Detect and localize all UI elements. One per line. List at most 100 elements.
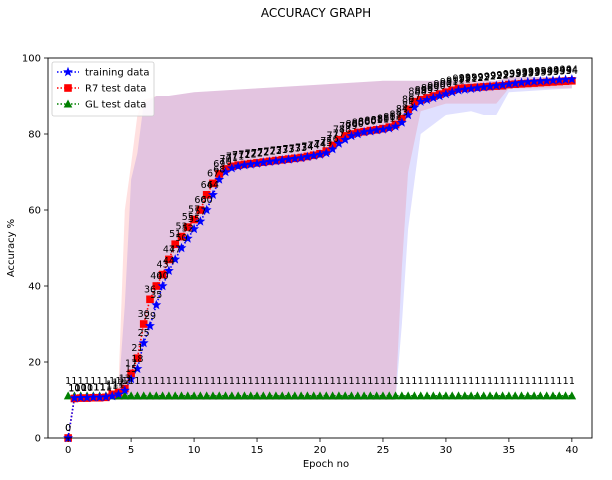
data-label-training-data: 94 <box>547 65 559 76</box>
data-label-r7-test-data: 71 <box>232 150 244 161</box>
data-label-gl-test-data: 1 <box>424 376 430 387</box>
data-label-training-data: 72 <box>257 148 269 159</box>
band-r7-test-data <box>68 77 572 438</box>
data-label-r7-test-data: 92 <box>459 73 471 84</box>
data-label-r7-test-data: 90 <box>434 79 446 90</box>
data-label-r7-test-data: 74 <box>301 141 313 152</box>
data-label-gl-test-data: 1 <box>229 376 235 387</box>
legend-label-r7-test-data: R7 test data <box>85 84 146 95</box>
data-label-training-data: 71 <box>226 153 238 164</box>
data-label-r7-test-data: 92 <box>452 73 464 84</box>
point-training-data <box>283 154 294 164</box>
data-label-training-data: 11 <box>87 382 99 393</box>
y-tick-label: 80 <box>28 130 41 141</box>
data-label-r7-test-data: 30 <box>138 309 150 320</box>
data-label-training-data: 57 <box>194 206 206 217</box>
point-training-data <box>497 79 508 90</box>
data-label-r7-test-data: 72 <box>245 149 257 160</box>
y-tick-label: 0 <box>35 434 41 445</box>
data-label-r7-test-data: 51 <box>169 229 181 240</box>
data-label-r7-test-data: 80 <box>364 116 376 127</box>
point-gl-test-data <box>353 391 363 400</box>
point-training-data <box>315 149 325 159</box>
x-tick-label: 40 <box>565 445 578 456</box>
data-label-training-data: 87 <box>408 92 420 103</box>
point-gl-test-data <box>378 391 388 400</box>
data-label-training-data: 35 <box>150 290 162 301</box>
data-label-training-data: 64 <box>207 180 219 191</box>
data-label-r7-test-data: 53 <box>175 222 187 233</box>
point-r7-test-data <box>146 295 154 304</box>
data-label-training-data: 93 <box>503 69 515 80</box>
point-gl-test-data <box>252 391 262 400</box>
point-gl-test-data <box>403 391 413 400</box>
data-label-r7-test-data: 93 <box>509 69 521 80</box>
data-label-gl-test-data: 1 <box>273 376 279 387</box>
point-gl-test-data <box>233 391 243 400</box>
point-gl-test-data <box>196 391 205 400</box>
data-label-gl-test-data: 1 <box>556 376 562 387</box>
point-training-data <box>189 223 199 234</box>
point-training-data <box>529 76 539 86</box>
point-training-data <box>176 242 187 253</box>
data-label-r7-test-data: 73 <box>282 144 294 155</box>
point-gl-test-data <box>271 391 281 400</box>
data-label-gl-test-data: 1 <box>292 376 298 387</box>
point-r7-test-data <box>410 97 419 106</box>
data-label-training-data: 25 <box>138 328 150 339</box>
point-gl-test-data <box>328 391 337 400</box>
point-training-data <box>459 84 470 94</box>
point-training-data <box>541 75 552 85</box>
point-training-data <box>119 385 130 395</box>
point-training-data <box>201 204 212 215</box>
data-label-training-data: 72 <box>264 147 276 158</box>
data-label-r7-test-data: 81 <box>371 115 383 126</box>
point-training-data <box>510 78 521 88</box>
data-label-r7-test-data: 72 <box>257 147 269 158</box>
y-tick-label: 20 <box>28 358 41 369</box>
data-label-training-data: 29 <box>144 311 156 322</box>
chart-title: ACCURACY GRAPH <box>261 6 371 20</box>
data-label-r7-test-data: 73 <box>270 146 282 157</box>
data-label-training-data: 94 <box>541 66 553 77</box>
data-label-gl-test-data: 1 <box>506 376 512 387</box>
data-label-r7-test-data: 10 <box>81 383 93 394</box>
data-label-r7-test-data: 11 <box>100 382 112 393</box>
point-gl-test-data <box>303 391 312 400</box>
data-label-training-data: 11 <box>100 382 112 393</box>
point-gl-test-data <box>321 391 331 400</box>
data-label-gl-test-data: 1 <box>348 376 354 387</box>
data-label-gl-test-data: 1 <box>204 376 210 387</box>
point-r7-test-data <box>215 170 224 178</box>
point-training-data <box>340 134 351 144</box>
data-label-training-data: 90 <box>440 79 452 90</box>
point-gl-test-data <box>548 391 558 400</box>
data-label-r7-test-data: 89 <box>415 85 427 96</box>
data-label-gl-test-data: 1 <box>386 376 392 387</box>
point-r7-test-data <box>177 232 186 241</box>
point-gl-test-data <box>133 391 142 400</box>
data-label-r7-test-data: 75 <box>320 136 332 147</box>
data-label-r7-test-data: 60 <box>194 195 206 206</box>
data-label-gl-test-data: 1 <box>336 376 342 387</box>
point-gl-test-data <box>227 391 237 400</box>
point-training-data <box>157 280 168 291</box>
point-training-data <box>170 254 181 264</box>
data-label-training-data: 72 <box>251 149 263 160</box>
data-label-training-data: 93 <box>528 67 540 78</box>
point-r7-test-data <box>158 270 167 279</box>
data-label-gl-test-data: 1 <box>172 376 178 387</box>
data-label-gl-test-data: 1 <box>550 376 556 387</box>
point-training-data <box>145 320 155 331</box>
data-label-training-data: 80 <box>364 116 376 127</box>
point-training-data <box>277 155 288 165</box>
point-gl-test-data <box>554 391 564 400</box>
data-label-training-data: 94 <box>560 65 572 76</box>
point-gl-test-data <box>208 391 218 400</box>
data-label-r7-test-data: 93 <box>541 67 553 78</box>
legend-marker-training-data <box>63 66 73 77</box>
data-label-r7-test-data: 10 <box>75 383 87 394</box>
data-label-r7-test-data: 78 <box>333 125 345 136</box>
point-gl-test-data <box>397 391 407 400</box>
point-gl-test-data <box>479 391 489 400</box>
